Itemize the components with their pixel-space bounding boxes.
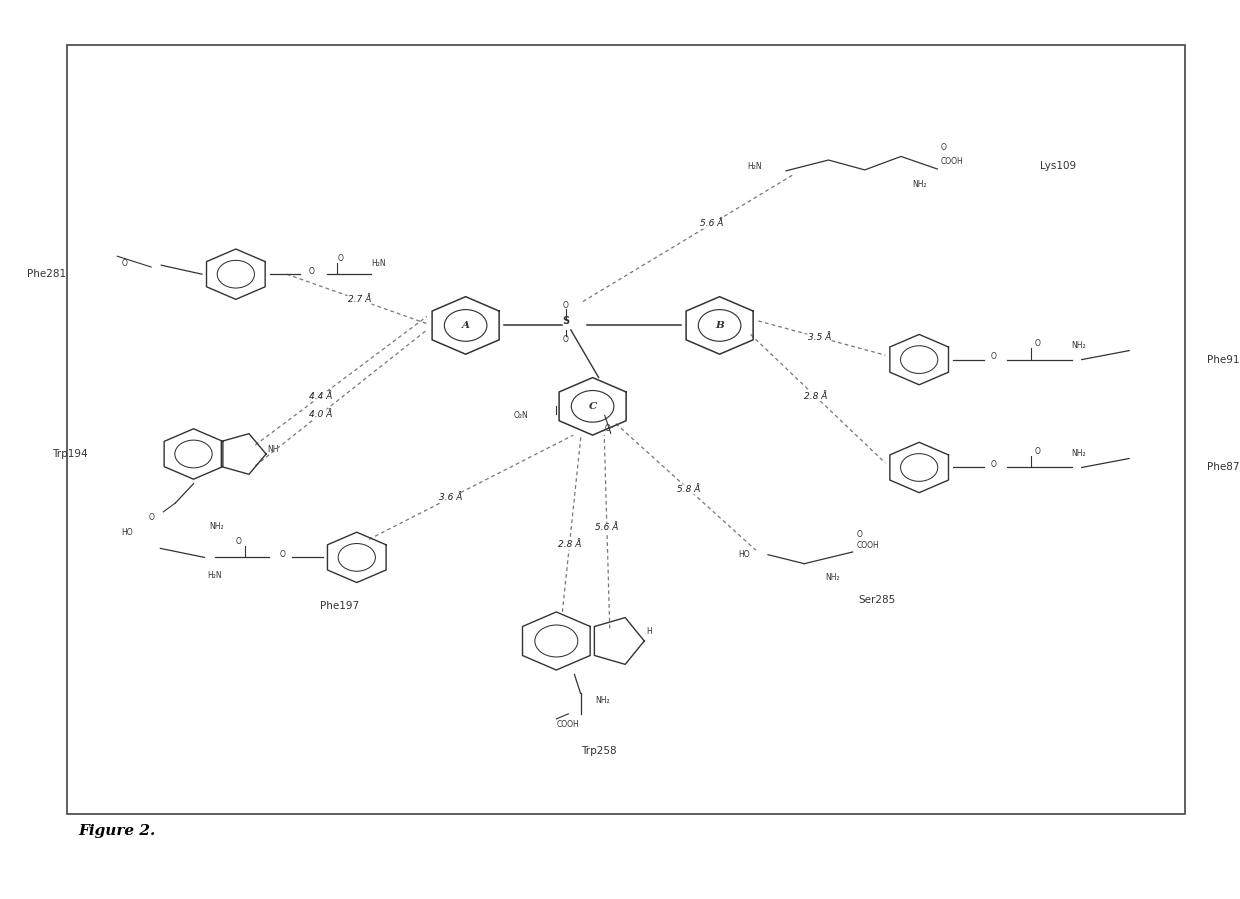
Text: O: O [122, 259, 128, 268]
Text: O₂N: O₂N [515, 411, 528, 420]
Text: 2.8 Å: 2.8 Å [558, 540, 582, 549]
Text: O: O [991, 460, 996, 469]
Text: 5.6 Å: 5.6 Å [701, 219, 723, 228]
Text: NH₂: NH₂ [210, 522, 224, 531]
Text: O: O [309, 267, 315, 276]
Text: O: O [857, 530, 862, 539]
Text: O⁻: O⁻ [605, 424, 615, 433]
Text: NH₂: NH₂ [1071, 449, 1086, 458]
Text: NH: NH [268, 445, 279, 454]
Text: 4.0 Å: 4.0 Å [309, 410, 332, 419]
Text: H₂N: H₂N [748, 162, 761, 171]
Text: H₂N: H₂N [207, 571, 222, 580]
Text: O: O [149, 513, 154, 522]
Text: O: O [991, 352, 996, 361]
Text: S: S [563, 316, 569, 326]
Text: Trp194: Trp194 [52, 449, 88, 459]
Text: O: O [1034, 447, 1040, 456]
Text: 5.6 Å: 5.6 Å [595, 523, 619, 532]
Text: 3.5 Å: 3.5 Å [807, 333, 831, 342]
Text: Phe197: Phe197 [320, 601, 360, 610]
Text: H₂N: H₂N [371, 259, 386, 268]
Text: COOH: COOH [941, 157, 963, 166]
Text: O: O [337, 254, 343, 263]
Text: O: O [941, 143, 947, 152]
Text: 2.8 Å: 2.8 Å [804, 392, 827, 401]
Text: 5.8 Å: 5.8 Å [677, 485, 701, 494]
Text: Phe87: Phe87 [1207, 462, 1240, 473]
Text: HO: HO [738, 550, 750, 559]
Text: 3.6 Å: 3.6 Å [439, 494, 463, 503]
Text: O: O [563, 335, 569, 344]
Text: Lys109: Lys109 [1040, 161, 1076, 172]
Text: NH₂: NH₂ [1071, 341, 1086, 350]
Text: H: H [646, 628, 652, 636]
Text: O: O [1034, 339, 1040, 348]
Text: NH₂: NH₂ [911, 180, 926, 189]
Text: COOH: COOH [557, 719, 580, 728]
Text: Phe281: Phe281 [27, 269, 67, 280]
Text: Ser285: Ser285 [858, 594, 897, 605]
Text: 4.4 Å: 4.4 Å [309, 392, 332, 401]
Text: 2.7 Å: 2.7 Å [348, 296, 371, 305]
Text: B: B [715, 321, 724, 330]
Text: C: C [589, 402, 596, 411]
Text: Phe91: Phe91 [1207, 354, 1240, 365]
Text: A: A [461, 321, 470, 330]
Text: NH₂: NH₂ [825, 573, 839, 582]
Text: Trp258: Trp258 [580, 746, 616, 756]
Text: COOH: COOH [857, 541, 879, 550]
Text: HO: HO [122, 528, 133, 538]
Text: O: O [563, 301, 569, 310]
Text: NH₂: NH₂ [595, 696, 610, 705]
Text: O: O [236, 537, 242, 546]
Text: O: O [280, 550, 285, 559]
Text: Figure 2.: Figure 2. [78, 824, 156, 839]
FancyBboxPatch shape [67, 45, 1185, 814]
